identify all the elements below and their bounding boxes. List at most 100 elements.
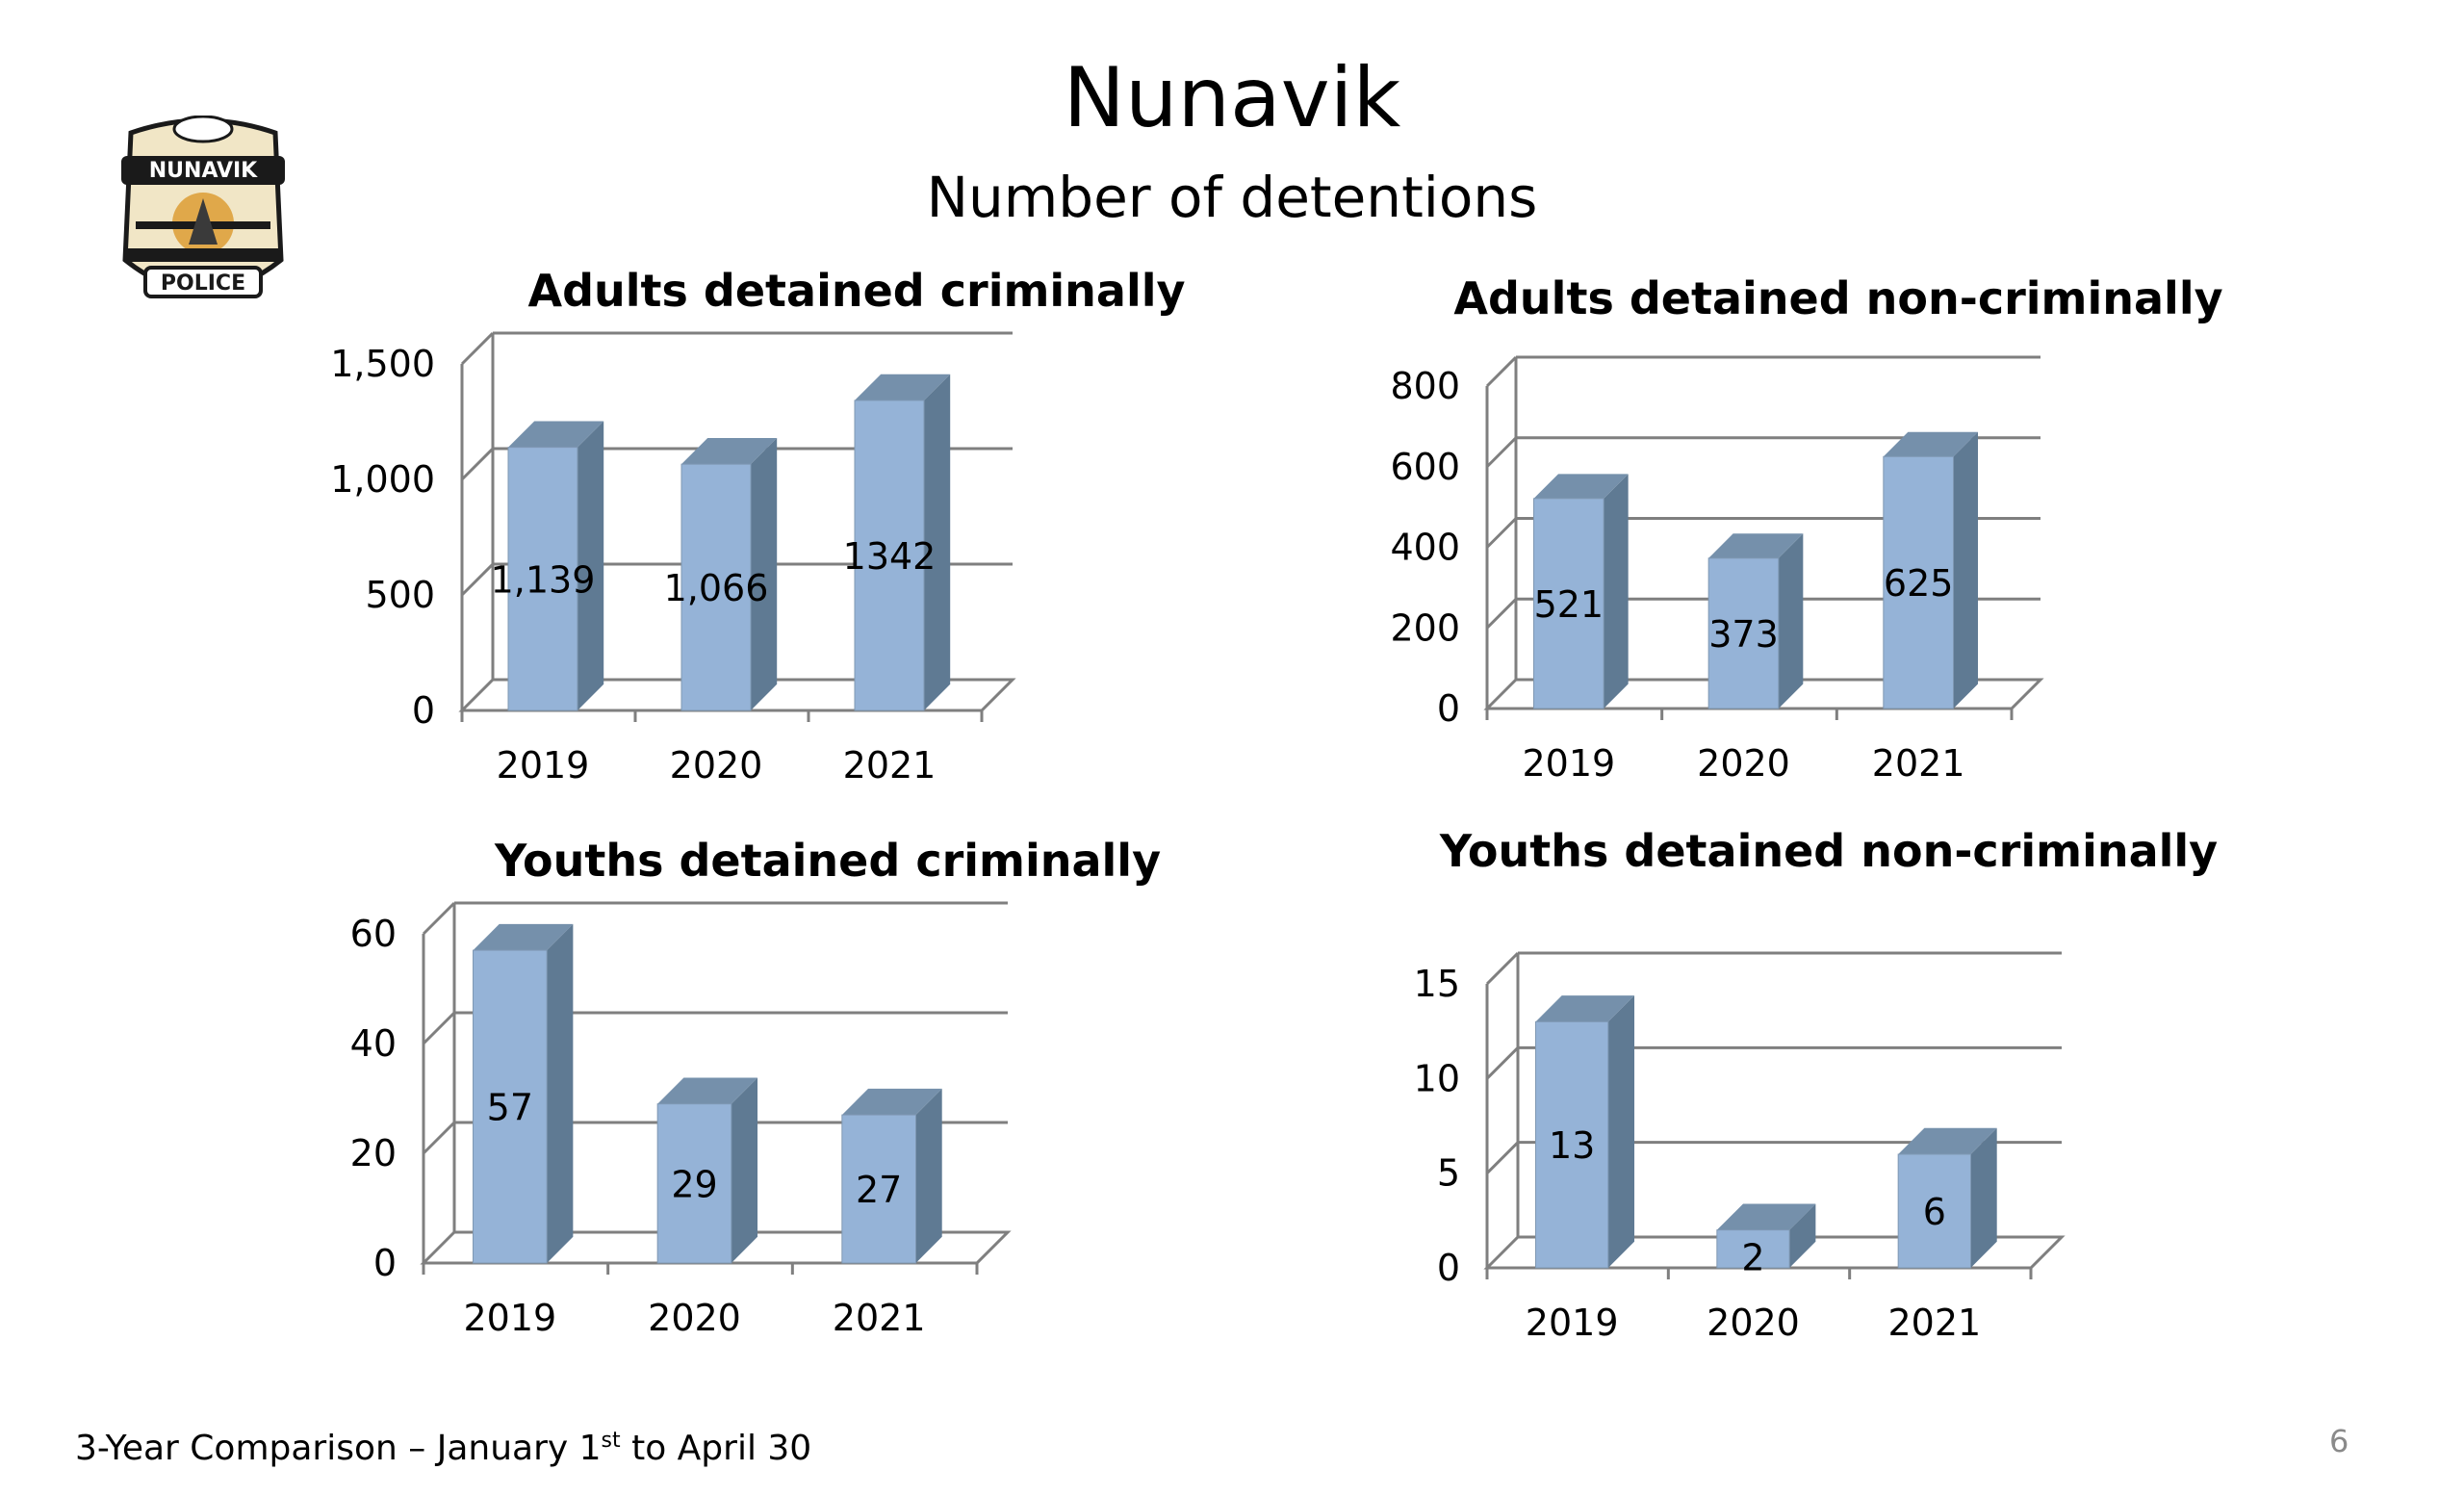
bar-front	[1535, 1020, 1609, 1269]
x-tick-label: 2019	[1522, 742, 1615, 785]
page-subtitle: Number of detentions	[926, 165, 1538, 230]
bar	[1535, 995, 1635, 1269]
bar-front	[473, 949, 548, 1264]
bar-top	[473, 923, 574, 951]
gridline-diagonal	[460, 331, 495, 366]
bar-top	[681, 437, 778, 465]
x-tick-label: 2021	[1872, 742, 1965, 785]
y-tick-label: 200	[1390, 606, 1460, 649]
chart-title: Youths detained non-criminally	[1439, 825, 2218, 877]
svg-text:NUNAVIK: NUNAVIK	[149, 159, 258, 183]
y-tick-label: 20	[350, 1132, 397, 1174]
y-tick-label: 0	[373, 1242, 397, 1284]
y-tick-label: 800	[1390, 365, 1460, 407]
chart-adults-criminal: Adults detained criminally 0 500 1,000 1,500…	[330, 265, 1186, 787]
bar-side	[915, 1088, 942, 1263]
gridline-diagonal	[1485, 951, 1520, 986]
bar-side	[1970, 1127, 1997, 1268]
data-label: 1,066	[664, 567, 769, 609]
gridline-diagonal	[422, 901, 456, 936]
y-tick-label: 0	[1437, 1247, 1460, 1289]
chart-youths-non-criminal: Youths detained non-criminally 0 5 10 15 13 20…	[1414, 825, 2219, 1344]
bar	[854, 374, 951, 711]
y-tick-label: 0	[412, 689, 435, 732]
bar	[680, 437, 778, 711]
bar-front	[841, 1114, 916, 1264]
bar	[473, 923, 574, 1264]
x-tick-label: 2021	[1887, 1302, 1981, 1344]
data-label: 1,139	[491, 558, 596, 601]
x-tick-label: 2021	[843, 744, 937, 787]
bar-front	[1716, 1229, 1790, 1269]
data-label: 27	[856, 1169, 902, 1211]
chart-title: Youths detained criminally	[494, 835, 1161, 887]
bar-top	[657, 1077, 758, 1104]
data-label: 625	[1884, 562, 1954, 605]
bar-front	[1897, 1153, 1972, 1269]
chart-title: Adults detained criminally	[528, 265, 1186, 317]
gridline-diagonal	[1485, 1141, 1520, 1174]
y-tick-label: 500	[365, 574, 435, 616]
y-tick-label: 0	[1437, 687, 1460, 730]
y-tick-label: 40	[350, 1022, 397, 1065]
data-label: 57	[487, 1087, 533, 1129]
bar-front	[680, 463, 752, 711]
bar-top	[1883, 431, 1978, 457]
bar	[1707, 533, 1804, 709]
bar-side	[1604, 474, 1629, 709]
y-tick-label: 15	[1414, 963, 1460, 1005]
gridline-diagonal	[422, 1011, 456, 1045]
data-label: 521	[1534, 583, 1604, 626]
footer-note: 3-Year Comparison – January 1st to April…	[75, 1429, 812, 1468]
x-tick-label: 2020	[1697, 742, 1790, 785]
bar-front	[507, 447, 578, 711]
y-tick-label: 5	[1437, 1152, 1460, 1195]
bar	[841, 1088, 942, 1264]
bar	[1716, 1203, 1816, 1269]
y-tick-label: 1,000	[330, 458, 435, 501]
x-tick-label: 2021	[833, 1297, 926, 1339]
y-tick-label: 600	[1390, 446, 1460, 488]
page-title: Nunavik	[1063, 50, 1401, 146]
page-number: 6	[2329, 1423, 2349, 1459]
bar-front	[854, 400, 925, 711]
x-tick-label: 2020	[1707, 1302, 1800, 1344]
data-label: 1342	[843, 535, 937, 578]
bar-top	[1708, 533, 1804, 558]
bar	[656, 1077, 758, 1264]
police-badge-logo: NUNAVIK POLICE	[121, 116, 285, 298]
bar-top	[1716, 1203, 1816, 1230]
bar-side	[1789, 1203, 1816, 1268]
chart-adults-non-criminal: Adults detained non-criminally 0 200 400 600…	[1390, 272, 2222, 785]
bar-side	[578, 421, 604, 710]
bar-side	[1778, 533, 1804, 709]
bar-side	[731, 1077, 758, 1263]
gridline-diagonal	[1485, 1046, 1520, 1080]
chart-youths-criminal: Youths detained criminally 0 20 40 60 57 2019 2…	[350, 835, 1161, 1339]
y-tick-label: 10	[1414, 1057, 1460, 1099]
x-tick-label: 2019	[463, 1297, 556, 1339]
gridline-diagonal	[1485, 517, 1518, 549]
bar	[1533, 474, 1629, 709]
bar	[507, 421, 604, 711]
data-label: 6	[1923, 1191, 1946, 1233]
data-label: 2	[1741, 1237, 1764, 1279]
bar-front	[1883, 455, 1954, 709]
data-label: 29	[671, 1163, 717, 1205]
bar	[1897, 1127, 1997, 1269]
bar-top	[508, 421, 604, 448]
bar-side	[1607, 995, 1635, 1268]
gridline-diagonal	[1485, 598, 1518, 630]
gridline-diagonal	[1485, 355, 1518, 388]
gridline-diagonal	[460, 562, 495, 597]
x-tick-label: 2020	[648, 1297, 741, 1339]
gridline-diagonal	[422, 1121, 456, 1155]
bar-top	[841, 1088, 942, 1116]
data-label: 373	[1708, 613, 1779, 656]
bar-side	[547, 923, 574, 1263]
x-tick-label: 2019	[1526, 1302, 1619, 1344]
bar-top	[1533, 474, 1629, 499]
x-tick-label: 2020	[670, 744, 763, 787]
bar-top	[1535, 995, 1635, 1022]
gridline-diagonal	[460, 447, 495, 481]
